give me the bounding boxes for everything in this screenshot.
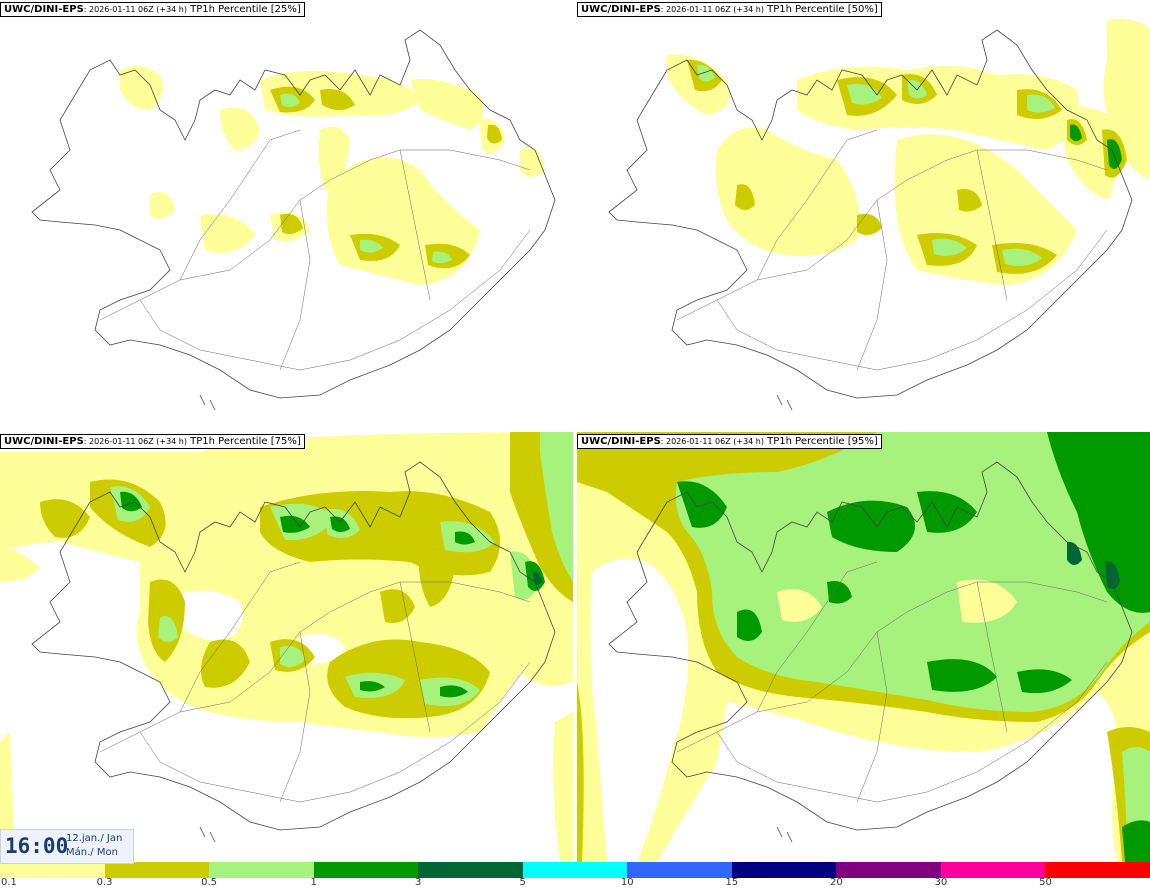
colorbar-segment — [522, 862, 628, 878]
colorbar — [0, 862, 1150, 878]
colorbar-tick-label: 0.1 — [1, 877, 17, 888]
colorbar-ticks: 0.1 0.3 0.5 1 3 5 10 15 20 30 50 — [0, 877, 1150, 891]
precip-fields — [577, 432, 1150, 862]
valid-time: 16:00 — [5, 834, 69, 858]
colorbar-tick-label: 10 — [620, 877, 634, 888]
iceland-coastline — [31, 461, 556, 843]
precipitation-map — [0, 432, 573, 862]
colorbar-segment — [104, 862, 210, 878]
colorbar-tick-label: 30 — [934, 877, 948, 888]
precip-fields — [120, 66, 545, 285]
colorbar-tick-label: 20 — [829, 877, 843, 888]
panel-title: UWC/DINI-EPS: 2026-01-11 06Z (+34 h) TP1… — [0, 434, 305, 449]
road-network — [676, 561, 1108, 803]
valid-time-box: 16:00 12.jan./ Jan Mán./ Mon — [0, 829, 134, 864]
panel-title: UWC/DINI-EPS: 2026-01-11 06Z (+34 h) TP1… — [577, 434, 882, 449]
map-panel-75: UWC/DINI-EPS: 2026-01-11 06Z (+34 h) TP1… — [0, 432, 573, 862]
colorbar-segment — [418, 862, 523, 878]
colorbar-tick-label: 3 — [414, 877, 422, 888]
map-panel-25: UWC/DINI-EPS: 2026-01-11 06Z (+34 h) TP1… — [0, 0, 573, 430]
road-network — [99, 129, 531, 371]
panel-divider-horizontal — [0, 430, 1150, 432]
colorbar-tick-label: 5 — [519, 877, 526, 888]
precipitation-map — [577, 432, 1150, 862]
colorbar-segment — [313, 862, 419, 878]
colorbar-segment — [209, 862, 314, 878]
colorbar-segment — [836, 862, 941, 878]
colorbar-tick-label: 15 — [725, 877, 739, 888]
panel-title: UWC/DINI-EPS: 2026-01-11 06Z (+34 h) TP1… — [0, 2, 305, 17]
colorbar-tick-label: 1 — [310, 877, 317, 888]
map-panel-50: UWC/DINI-EPS: 2026-01-11 06Z (+34 h) TP1… — [577, 0, 1150, 430]
road-network — [676, 129, 1108, 371]
valid-date-line1: 12.jan./ Jan — [66, 833, 123, 844]
valid-date-line2: Mán./ Mon — [66, 847, 118, 858]
colorbar-segment — [627, 862, 732, 878]
road-network — [99, 561, 531, 803]
panel-title: UWC/DINI-EPS: 2026-01-11 06Z (+34 h) TP1… — [577, 2, 882, 17]
precipitation-map — [31, 29, 556, 411]
precip-fields — [667, 18, 1150, 285]
iceland-coastline — [608, 461, 1133, 843]
iceland-coastline — [608, 29, 1133, 411]
iceland-coastline — [31, 29, 556, 411]
colorbar-segment — [0, 862, 105, 878]
colorbar-segment — [940, 862, 1046, 878]
colorbar-tick-label: 0.5 — [201, 877, 218, 888]
precip-fields — [0, 432, 573, 862]
colorbar-tick-label: 0.3 — [96, 877, 113, 888]
colorbar-tick-label: 50 — [1039, 877, 1052, 888]
colorbar-segment — [731, 862, 837, 878]
map-panel-95: UWC/DINI-EPS: 2026-01-11 06Z (+34 h) TP1… — [577, 432, 1150, 862]
precipitation-map — [608, 18, 1150, 411]
colorbar-segment — [1045, 862, 1150, 878]
